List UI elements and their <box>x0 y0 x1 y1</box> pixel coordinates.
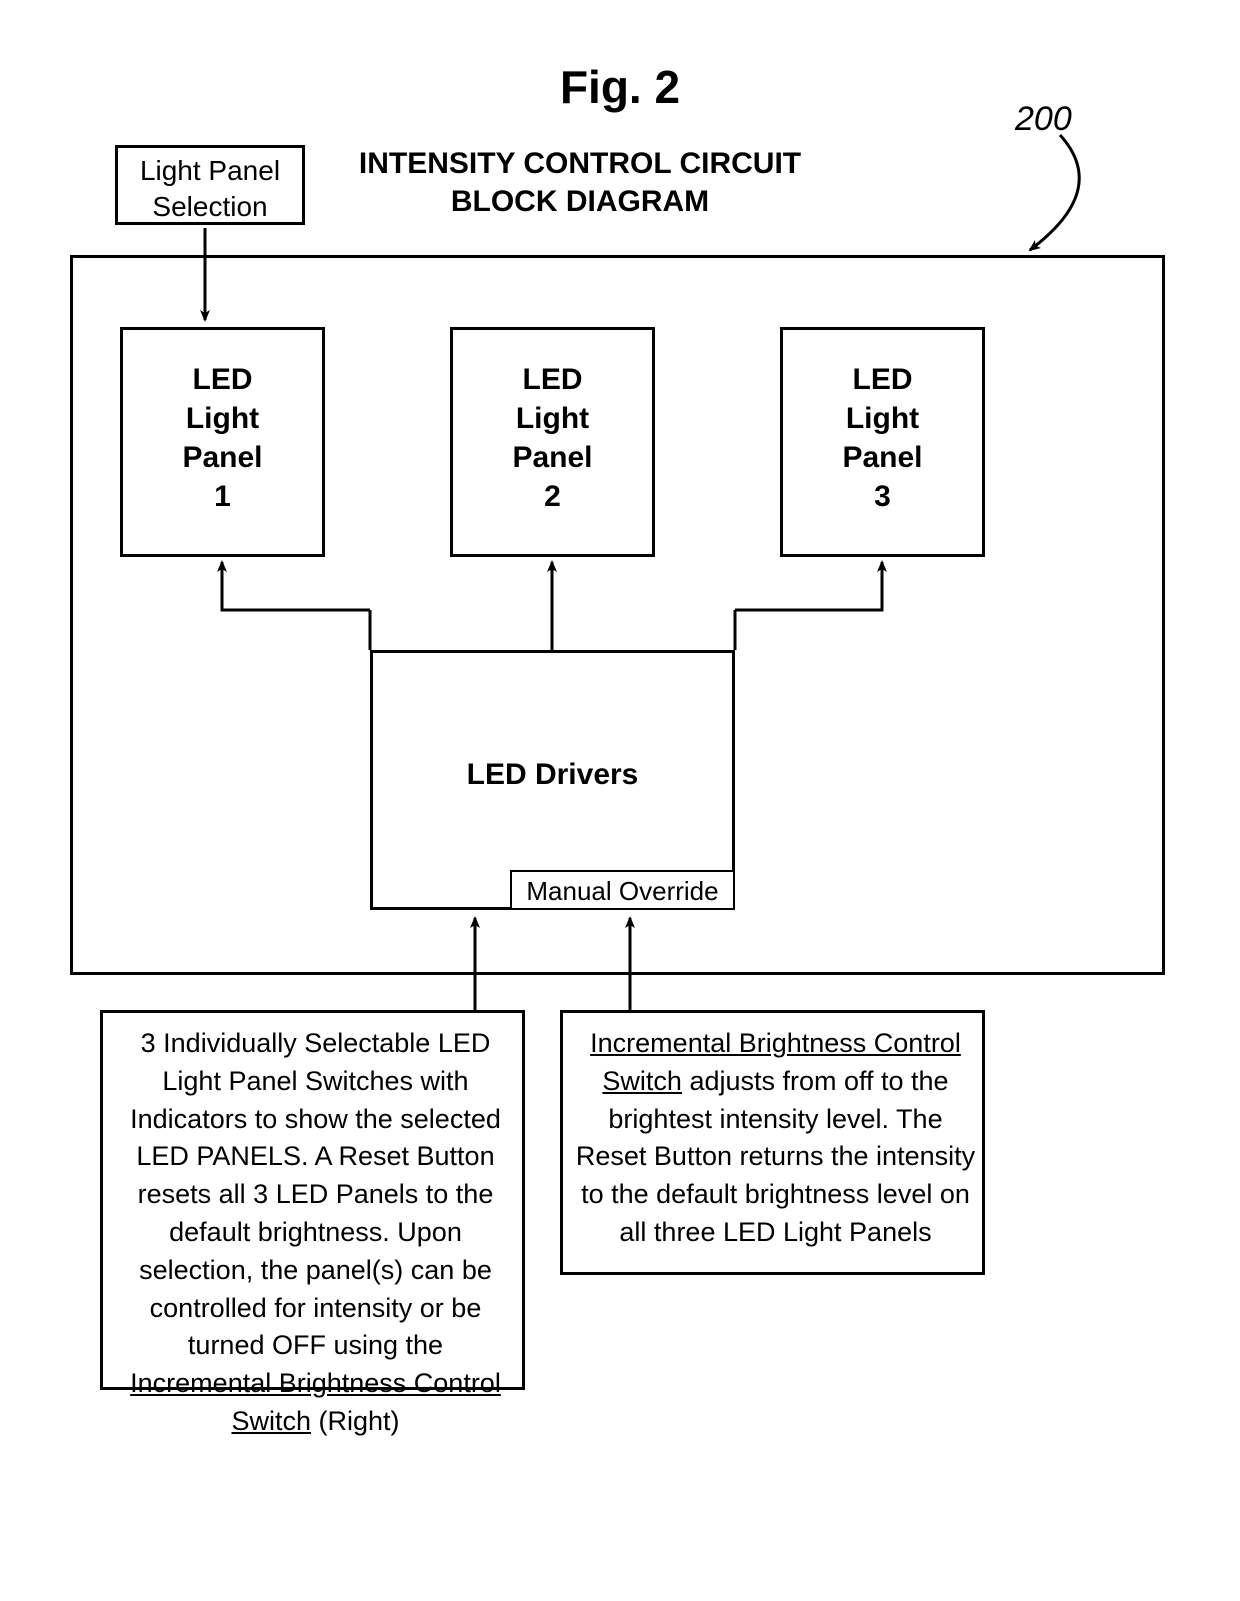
p3l3: 3 <box>874 480 891 513</box>
p1l1: Light <box>186 402 259 435</box>
manual-override-label: Manual Override <box>512 876 733 907</box>
light-panel-selection-label: Light Panel Selection <box>118 153 302 226</box>
subtitle-line2: BLOCK DIAGRAM <box>451 185 709 218</box>
description-right-box: Incremental Brightness Control Switch ad… <box>560 1010 985 1275</box>
p3l2: Panel <box>842 441 922 474</box>
p3l0: LED <box>853 363 913 396</box>
p2l0: LED <box>523 363 583 396</box>
led-panel-3-box: LED Light Panel 3 <box>780 327 985 557</box>
figure-subtitle: INTENSITY CONTROL CIRCUIT BLOCK DIAGRAM <box>320 145 840 220</box>
description-left-text: 3 Individually Selectable LED Light Pane… <box>115 1025 516 1441</box>
description-right-text: Incremental Brightness Control Switch ad… <box>575 1025 976 1252</box>
led-panel-2-box: LED Light Panel 2 <box>450 327 655 557</box>
led-panel-3-label: LED Light Panel 3 <box>783 360 982 516</box>
diagram-canvas: Fig. 2 INTENSITY CONTROL CIRCUIT BLOCK D… <box>0 0 1240 1601</box>
lps-line1: Light Panel <box>140 155 280 186</box>
p2l2: Panel <box>512 441 592 474</box>
p1l3: 1 <box>214 480 231 513</box>
p2l3: 2 <box>544 480 561 513</box>
subtitle-line1: INTENSITY CONTROL CIRCUIT <box>359 147 801 180</box>
description-left-box: 3 Individually Selectable LED Light Pane… <box>100 1010 525 1390</box>
led-panel-2-label: LED Light Panel 2 <box>453 360 652 516</box>
led-panel-1-label: LED Light Panel 1 <box>123 360 322 516</box>
led-panel-1-box: LED Light Panel 1 <box>120 327 325 557</box>
light-panel-selection-box: Light Panel Selection <box>115 145 305 225</box>
p1l2: Panel <box>182 441 262 474</box>
reference-number: 200 <box>1015 100 1072 139</box>
p3l1: Light <box>846 402 919 435</box>
lps-line2: Selection <box>152 191 267 222</box>
manual-override-box: Manual Override <box>510 870 735 910</box>
p2l1: Light <box>516 402 589 435</box>
led-drivers-label: LED Drivers <box>373 758 732 792</box>
p1l0: LED <box>193 363 253 396</box>
